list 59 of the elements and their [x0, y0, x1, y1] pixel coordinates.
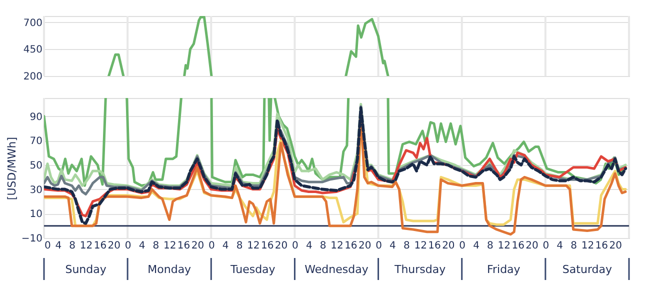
x-tick-label: 12 [414, 240, 427, 252]
x-tick-label: 12 [163, 240, 176, 252]
text: Saturday [562, 263, 612, 276]
x-tick-label: 4 [390, 240, 396, 252]
x-tick-label: 8 [69, 240, 76, 252]
text: Friday [486, 263, 521, 276]
y-axis-title: [USD/MWh] [5, 136, 18, 200]
x-tick-label: 0 [459, 240, 466, 252]
y-tick-label: 30 [30, 184, 42, 196]
x-tick-label: 4 [222, 240, 229, 252]
x-tick-label: 16 [94, 240, 107, 252]
text: Wednesday [304, 263, 369, 276]
y-tick-label: 450 [23, 44, 42, 56]
x-tick-label: 12 [80, 240, 93, 252]
x-tick-label: 20 [191, 240, 204, 252]
text: Sunday [65, 263, 107, 276]
x-tick-label: 12 [498, 240, 511, 252]
x-tick-label: 20 [358, 240, 372, 252]
x-tick-label: 12 [581, 240, 594, 252]
x-tick-label: 0 [44, 240, 51, 252]
x-tick-label: 16 [344, 240, 358, 252]
x-tick-label: 8 [487, 240, 494, 252]
x-tick-label: 0 [292, 240, 298, 252]
x-tick-label: 12 [330, 240, 344, 252]
x-tick-label: 4 [138, 240, 146, 252]
x-tick-label: 20 [609, 240, 622, 252]
x-tick-label: 4 [306, 240, 312, 252]
y-tick-label: −10 [21, 234, 42, 244]
x-tick-label: 16 [260, 240, 274, 252]
x-tick-label: 8 [320, 240, 326, 252]
x-tick-label: 20 [442, 240, 455, 252]
text: Thursday [393, 263, 446, 276]
x-tick-label: 0 [376, 240, 382, 252]
x-tick-label: 8 [152, 240, 160, 252]
x-tick-label: 20 [108, 240, 121, 252]
x-tick-label: 8 [236, 240, 243, 252]
text: Tuesday [230, 263, 276, 276]
x-tick-label: 4 [556, 240, 564, 252]
x-tick-label: 16 [512, 240, 524, 252]
y-tick-label: 200 [23, 72, 42, 82]
x-tick-label: 16 [428, 240, 441, 252]
x-tick-label: 16 [595, 240, 608, 252]
x-tick-label: 8 [403, 240, 410, 252]
x-tick-label: 0 [124, 240, 132, 252]
x-tick-label: 20 [274, 240, 288, 252]
x-tick-label: 0 [208, 240, 215, 252]
x-tick-label: 12 [247, 240, 260, 252]
text: Monday [148, 263, 192, 276]
x-tick-label: 16 [177, 240, 190, 252]
x-tick-label: 0 [542, 240, 550, 252]
x-tick-label: 4 [55, 240, 62, 252]
x-tick-label: 4 [473, 240, 480, 252]
y-tick-label: 70 [30, 136, 42, 148]
y-tick-label: 50 [30, 160, 42, 172]
y-tick-label: 90 [30, 112, 42, 123]
y-tick-label: 10 [30, 209, 42, 220]
x-tick-label: 20 [526, 240, 538, 252]
y-tick-label: 700 [23, 18, 42, 29]
x-tick-label: 8 [570, 240, 577, 252]
